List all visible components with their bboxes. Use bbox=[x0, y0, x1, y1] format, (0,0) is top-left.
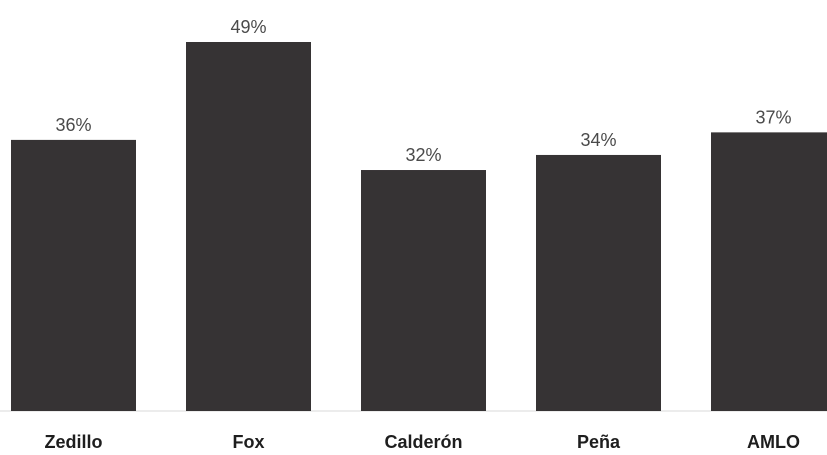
value-label: 36% bbox=[55, 115, 91, 135]
value-label: 37% bbox=[755, 107, 791, 127]
bar-pena bbox=[536, 154, 661, 412]
bars-group bbox=[11, 42, 827, 412]
bar-zedillo bbox=[11, 139, 136, 412]
value-label: 32% bbox=[405, 145, 441, 165]
value-label: 34% bbox=[580, 130, 616, 150]
category-label: Calderón bbox=[384, 432, 462, 452]
category-label: Fox bbox=[232, 432, 264, 452]
bar-amlo bbox=[711, 132, 827, 411]
category-label: Peña bbox=[577, 432, 621, 452]
value-labels-group: 36% 49% 32% 34% 37% bbox=[55, 17, 791, 165]
category-label: Zedillo bbox=[45, 432, 103, 452]
category-label: AMLO bbox=[747, 432, 800, 452]
bar-calderon bbox=[361, 170, 486, 411]
category-labels-group: Zedillo Fox Calderón Peña AMLO bbox=[45, 432, 801, 452]
value-label: 49% bbox=[230, 17, 266, 37]
bar-fox bbox=[186, 42, 311, 411]
